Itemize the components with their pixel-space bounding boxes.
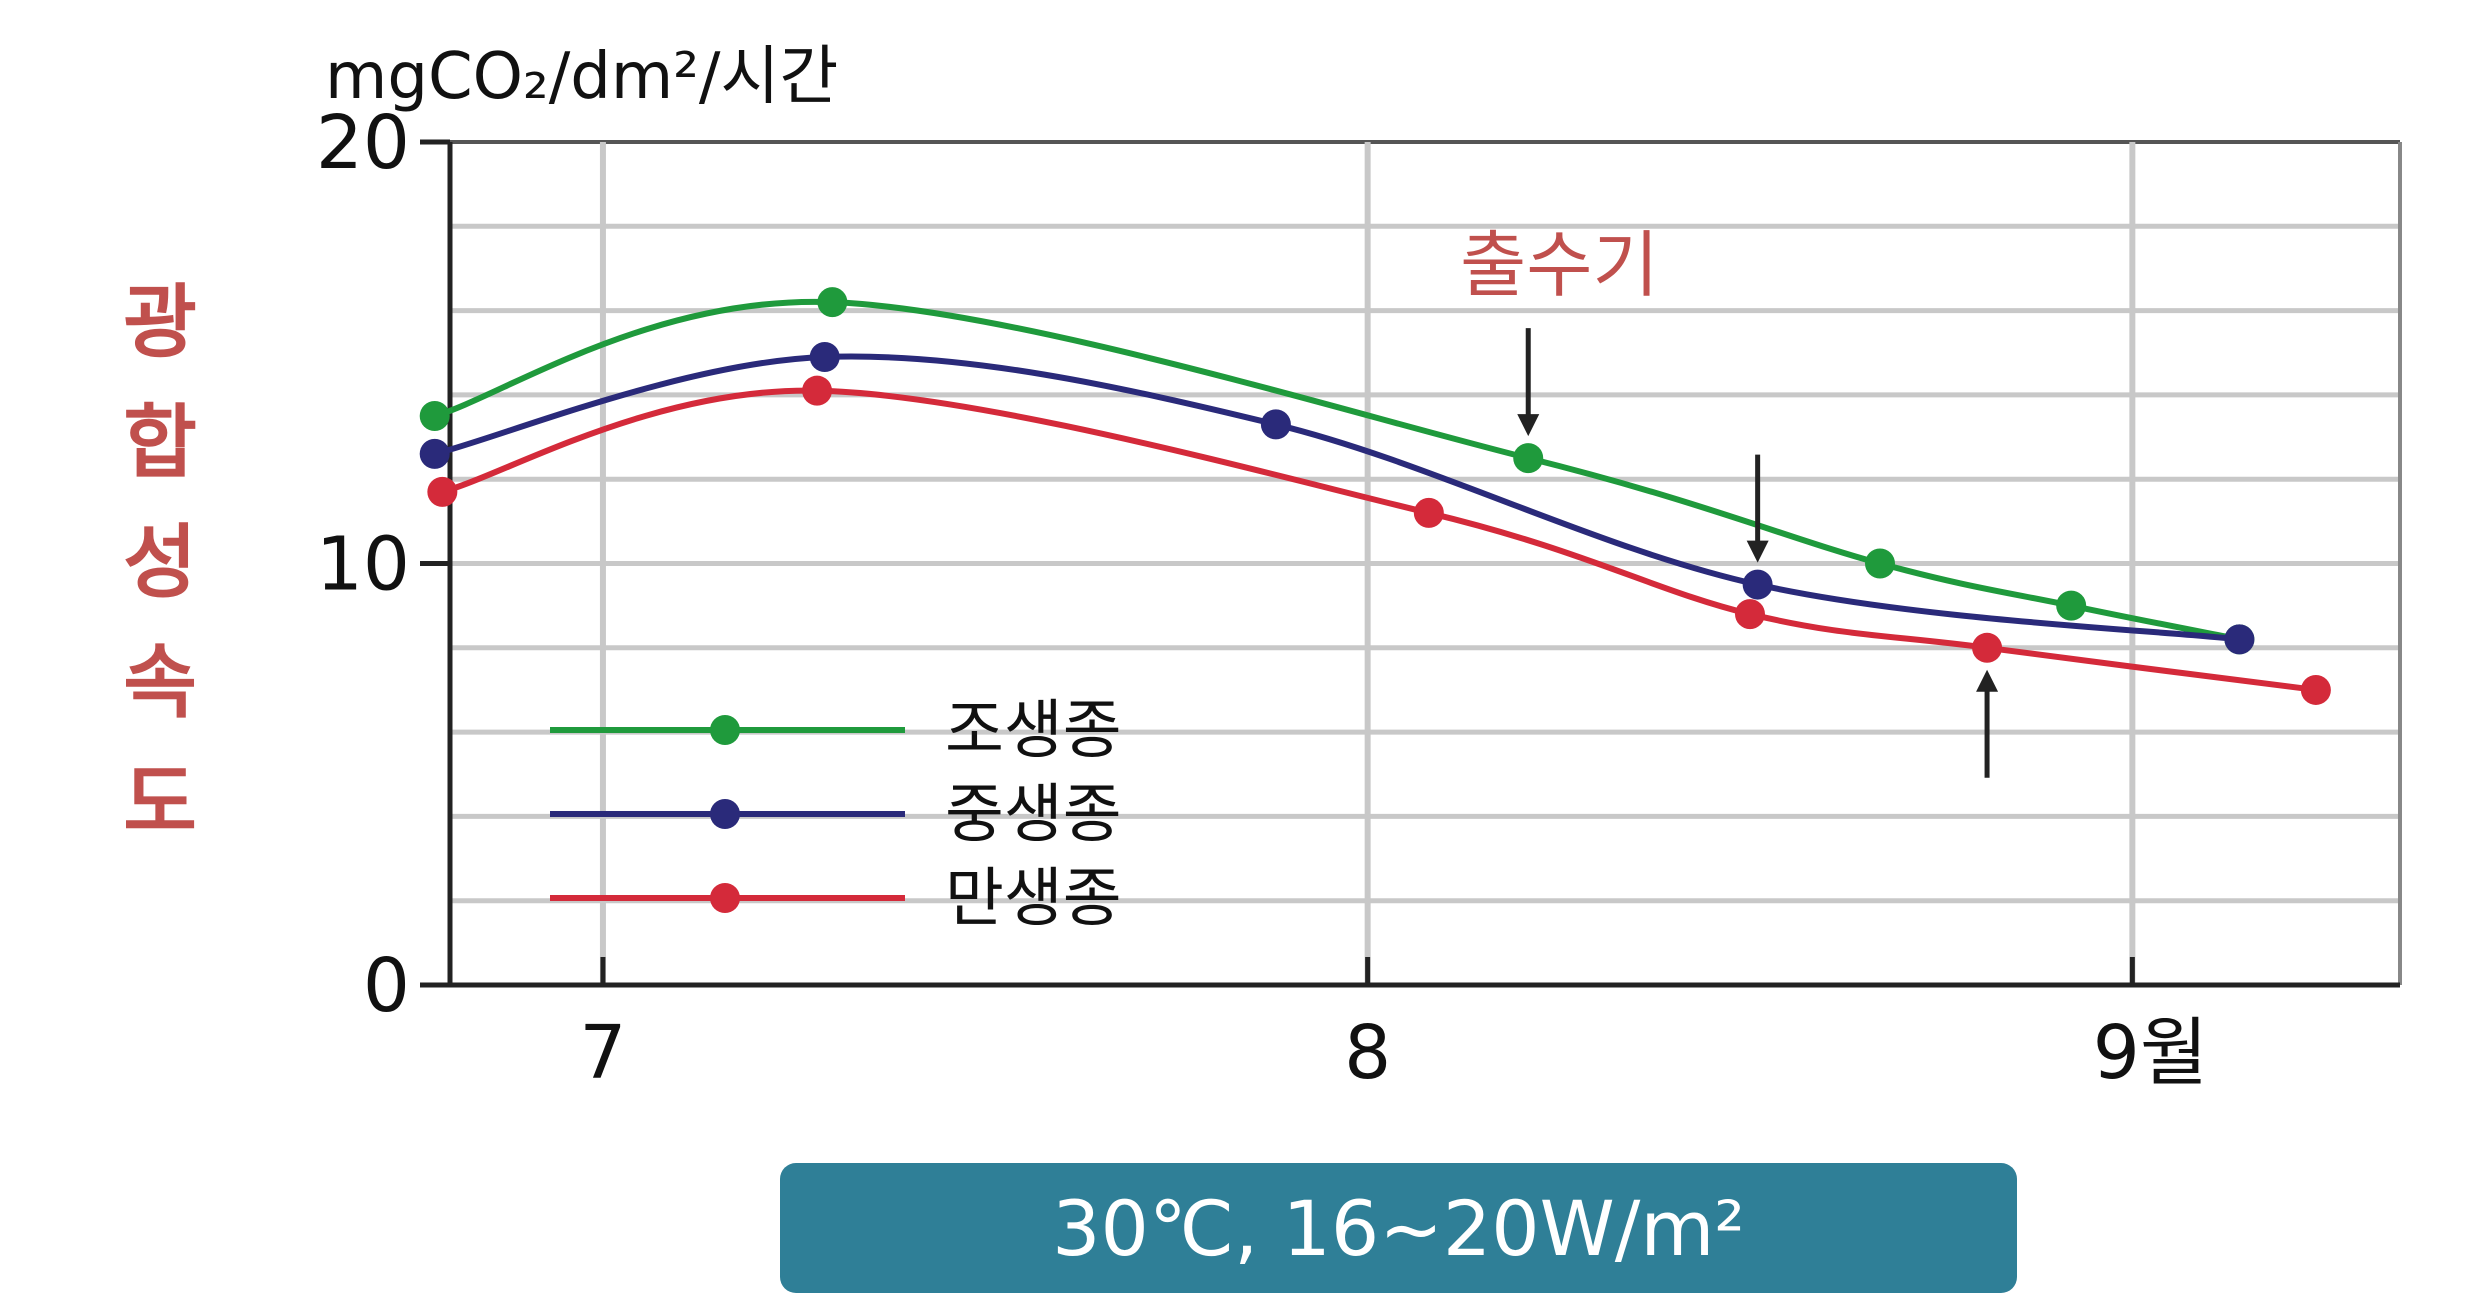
y-unit-label: mgCO₂/dm²/시간	[325, 40, 838, 114]
legend-label: 중생종	[945, 778, 1122, 852]
arrow-head	[1976, 669, 1999, 692]
data-point	[802, 375, 833, 406]
data-point	[2224, 624, 2255, 655]
x-tick-labels: 7 8 9월	[579, 1010, 2208, 1096]
data-point	[419, 400, 450, 431]
x-tick-label: 8	[1344, 1010, 1391, 1096]
data-point	[1865, 548, 1895, 579]
data-point	[1735, 599, 1765, 630]
series-조생종	[419, 287, 2255, 655]
series-만생종	[427, 375, 2331, 705]
legend-swatch-marker	[710, 715, 740, 745]
y-tick-labels: 0 10 20	[316, 100, 410, 1029]
legend-item: 중생종	[550, 778, 1122, 852]
heading-arrows	[1517, 328, 1999, 778]
legend-item: 만생종	[550, 862, 1122, 936]
legend-swatch-marker	[710, 883, 740, 913]
series-중생종	[419, 341, 2255, 655]
axes	[420, 139, 2400, 988]
data-point	[809, 341, 840, 372]
data-point	[1972, 632, 2003, 663]
legend-label: 만생종	[945, 862, 1122, 936]
data-point	[1413, 497, 1444, 528]
grid-lines	[450, 140, 2402, 985]
legend-swatch-marker	[710, 799, 740, 829]
series-line	[433, 298, 2240, 643]
series-line	[441, 387, 2317, 693]
data-point	[2300, 674, 2331, 705]
legend-item: 조생종	[550, 694, 1122, 768]
x-tick-label: 7	[579, 1010, 626, 1096]
y-tick-label: 0	[363, 943, 410, 1029]
data-point	[1260, 409, 1291, 440]
data-point	[427, 476, 458, 507]
arrow-head	[1517, 414, 1540, 437]
y-tick-label: 10	[316, 522, 410, 608]
x-tick-label: 9월	[2093, 1010, 2208, 1096]
heading-stage-annotation: 출수기	[1460, 223, 1659, 307]
arrow-head	[1746, 540, 1769, 563]
series-group	[419, 287, 2331, 705]
condition-banner: 30℃, 16~20W/m²	[780, 1163, 2017, 1293]
data-point	[419, 438, 450, 469]
data-point	[1742, 569, 1773, 600]
data-point	[817, 287, 848, 318]
y-tick-label: 20	[316, 100, 410, 186]
legend-label: 조생종	[945, 694, 1122, 768]
data-point	[2056, 590, 2087, 621]
data-point	[1513, 443, 1544, 474]
